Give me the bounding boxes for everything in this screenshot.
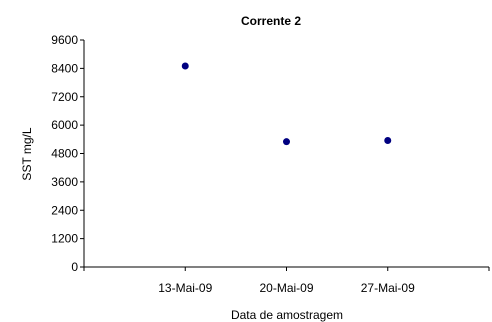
- x-tick-label: 13-Mai-09: [158, 281, 212, 295]
- data-points: [181, 62, 392, 146]
- x-tick-label: 27-Mai-09: [361, 281, 415, 295]
- data-point: [384, 136, 392, 144]
- x-axis-ticks: 13-Mai-09 20-Mai-09 27-Mai-09: [83, 267, 490, 295]
- y-tick-label: 3600: [51, 175, 78, 189]
- y-tick-label: 2400: [51, 203, 78, 217]
- y-tick-label: 8400: [51, 61, 78, 75]
- y-axis-ticks: 0 1200 2400 3600 4800 6000 7200 8400 9600: [51, 33, 84, 274]
- y-axis-label: SST mg/L: [20, 127, 34, 180]
- data-point: [181, 62, 189, 70]
- y-tick-label: 7200: [51, 90, 78, 104]
- y-tick-label: 1200: [51, 232, 78, 246]
- chart-title: Corrente 2: [241, 14, 301, 28]
- y-tick-label: 4800: [51, 147, 78, 161]
- y-tick-label: 0: [71, 260, 78, 274]
- x-axis-label: Data de amostragem: [231, 308, 343, 322]
- data-point: [283, 138, 290, 146]
- x-tick-label: 20-Mai-09: [259, 281, 313, 295]
- y-tick-label: 6000: [51, 118, 78, 132]
- y-tick-label: 9600: [51, 33, 78, 47]
